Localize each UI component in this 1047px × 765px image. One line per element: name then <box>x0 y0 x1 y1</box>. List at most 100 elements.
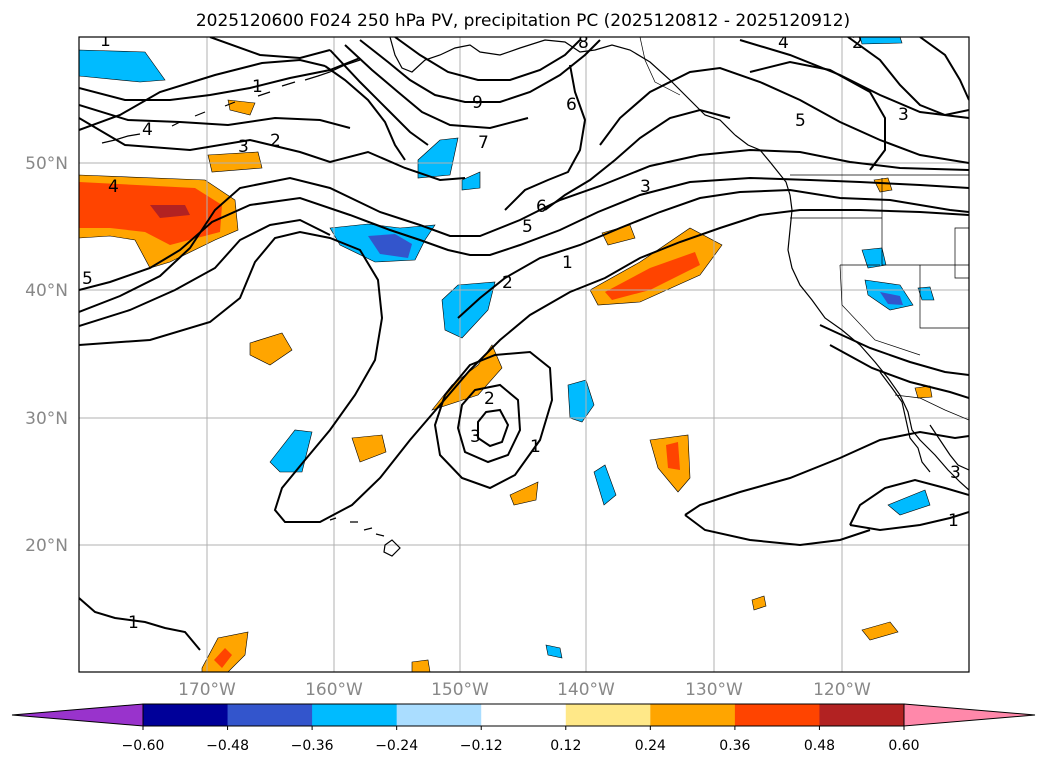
pv-contour-4-north <box>79 57 361 101</box>
pv-contour-upper-wave-5 <box>394 37 581 81</box>
map-panel: 1 1 4 3 2 4 5 8 9 6 7 6 5 3 1 2 4 2 5 3 <box>78 31 970 673</box>
colorbar-bin <box>734 704 820 726</box>
contour-label: 3 <box>898 105 909 125</box>
pv-contour-3-north <box>79 104 351 129</box>
contour-label: 3 <box>470 427 481 447</box>
contour-label: 8 <box>578 33 589 53</box>
contour-label: 3 <box>950 463 961 483</box>
contour-label: 2 <box>502 273 513 293</box>
latitude-axis: 50°N 40°N 30°N 20°N <box>25 154 68 556</box>
pv-contour-closed-high-3 <box>477 408 510 448</box>
alaska-coastline <box>389 37 736 136</box>
pv-contour-sw <box>79 597 201 651</box>
lon-label-170w: 170°W <box>178 680 236 700</box>
colorbar-bin <box>565 704 651 726</box>
colorbar-bin <box>481 704 567 726</box>
precip-fields <box>79 37 935 672</box>
colorbar-tick-label: −0.48 <box>206 738 249 754</box>
contour-label: 1 <box>562 253 573 273</box>
graticule <box>79 37 969 672</box>
pv-contour-mexico-loop <box>849 478 969 532</box>
contour-label: 4 <box>108 177 119 197</box>
pv-contour-ne-3 <box>847 37 969 117</box>
pv-contour-jet-3 <box>79 218 331 327</box>
pv-contour-6-upper <box>504 64 587 211</box>
pv-contour-upper-wave-3 <box>344 44 529 130</box>
colorbar-tick-label: 0.36 <box>719 738 750 754</box>
colorbar-bin <box>819 704 905 726</box>
pos-precip-region-small-f <box>873 177 893 193</box>
pv-contour-ridge-east-1 <box>457 188 969 319</box>
longitude-axis: 170°W 160°W 150°W 140°W 130°W 120°W <box>178 680 871 700</box>
colorbar-bin <box>227 704 313 726</box>
colorbar-bin <box>650 704 736 726</box>
neg-precip-region-south-b <box>567 379 595 423</box>
contour-label: 6 <box>536 197 547 217</box>
contour-label: 2 <box>484 389 495 409</box>
neg-precip-region-south-a <box>269 429 313 473</box>
pv-contour-closed-high <box>433 350 554 490</box>
neg-precip-region-central-b <box>417 137 459 179</box>
neg-precip-region-ne <box>859 37 903 45</box>
baja-california <box>879 371 931 473</box>
pv-contour-upper-wave-1 <box>324 65 406 161</box>
pv-contours <box>79 37 969 651</box>
contour-label: 1 <box>128 613 139 633</box>
contour-label: 3 <box>238 137 249 157</box>
pos-precip-region-small-b <box>207 151 263 173</box>
contour-label: 3 <box>640 177 651 197</box>
political-borders <box>639 37 969 421</box>
pv-contour-closed-high-2 <box>456 383 522 464</box>
contour-label: 5 <box>82 269 93 289</box>
pos-precip-region-south-c <box>351 434 387 463</box>
contour-label: 2 <box>852 33 863 53</box>
contour-label: 7 <box>478 133 489 153</box>
pos-precip-region-small-e <box>509 481 539 506</box>
lon-label-130w: 130°W <box>685 680 743 700</box>
colorbar-bin <box>143 704 229 726</box>
colorbar-ticks: −0.60 −0.48 −0.36 −0.24 −0.12 0.12 0.24 0.36 0.4… <box>122 726 920 754</box>
pv-contour-upper-wave-4 <box>359 39 601 103</box>
pv-contour-big-trough <box>79 209 969 523</box>
neg-precip-region-south-c <box>593 464 617 506</box>
neg-precip-region-mexico <box>887 489 931 516</box>
pv-contour-1-north <box>79 58 326 131</box>
colorbar-tick-label: −0.60 <box>122 738 165 754</box>
pos-precip-core-south-d <box>666 442 680 470</box>
neg-precip-region-small-k <box>545 644 563 659</box>
pos-precip-core-west <box>79 182 222 245</box>
pv-contour-south-east <box>684 430 969 516</box>
pv-contour-east-1 <box>819 324 969 376</box>
pos-precip-region-small-j <box>411 659 431 672</box>
colorbar-frame <box>142 703 905 727</box>
us-mexico-border <box>894 394 969 421</box>
pos-precip-region-small-h <box>751 595 767 611</box>
pv-contour-east-2 <box>829 344 969 399</box>
colorbar: −0.60 −0.48 −0.36 −0.24 −0.12 0.12 0.24 0.36 0.4… <box>11 703 1036 754</box>
lat-label-40n: 40°N <box>25 281 68 301</box>
contour-label: 4 <box>778 33 789 53</box>
pv-contour-nw-cap <box>209 37 331 60</box>
colorbar-bin <box>312 704 398 726</box>
pos-precip-region-small-i <box>861 621 899 641</box>
colorbar-tick-label: 0.12 <box>550 738 581 754</box>
pv-contour-ridge-east-2 <box>599 66 969 164</box>
contour-label: 1 <box>100 31 111 51</box>
lat-label-30n: 30°N <box>25 409 68 429</box>
lat-label-50n: 50°N <box>25 154 68 174</box>
pos-precip-region-south-a <box>249 332 293 366</box>
bc-coastline <box>734 134 791 196</box>
contour-label: 1 <box>948 511 959 531</box>
contour-label: 1 <box>530 437 541 457</box>
neg-precip-region-small-c <box>461 171 481 191</box>
colorbar-tick-label: −0.24 <box>375 738 418 754</box>
lon-label-120w: 120°W <box>813 680 871 700</box>
contour-label: 4 <box>142 120 153 140</box>
contour-labels: 1 1 4 3 2 4 5 8 9 6 7 6 5 3 1 2 4 2 5 3 <box>82 31 961 633</box>
colorbar-tick-label: 0.24 <box>635 738 666 754</box>
lon-label-160w: 160°W <box>305 680 363 700</box>
colorbar-tick-label: 0.48 <box>804 738 835 754</box>
pos-precip-core-band-center <box>605 252 700 300</box>
colorbar-extend-below <box>11 703 144 727</box>
